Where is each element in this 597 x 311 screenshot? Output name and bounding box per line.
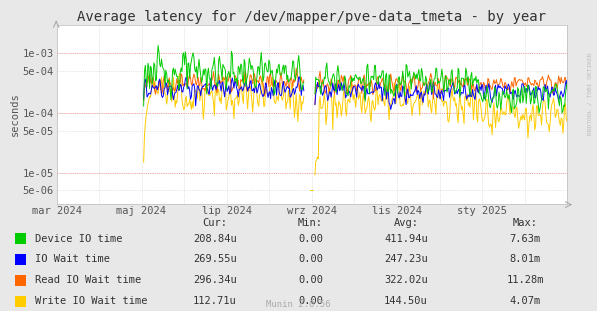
Text: Device IO time: Device IO time — [35, 234, 122, 244]
Y-axis label: seconds: seconds — [10, 92, 20, 136]
Text: Write IO Wait time: Write IO Wait time — [35, 296, 147, 306]
Text: 0.00: 0.00 — [298, 234, 323, 244]
Text: RRDTOOL / TOBI OETIKER: RRDTOOL / TOBI OETIKER — [588, 52, 593, 135]
Text: 0.00: 0.00 — [298, 254, 323, 264]
Text: Avg:: Avg: — [393, 218, 418, 228]
Text: 112.71u: 112.71u — [193, 296, 237, 306]
Text: Min:: Min: — [298, 218, 323, 228]
Text: Munin 2.0.56: Munin 2.0.56 — [266, 300, 331, 309]
FancyBboxPatch shape — [15, 254, 26, 265]
FancyBboxPatch shape — [15, 296, 26, 307]
Title: Average latency for /dev/mapper/pve-data_tmeta - by year: Average latency for /dev/mapper/pve-data… — [78, 10, 546, 24]
Text: Max:: Max: — [513, 218, 538, 228]
Text: Read IO Wait time: Read IO Wait time — [35, 276, 141, 285]
Text: 8.01m: 8.01m — [510, 254, 541, 264]
Text: 296.34u: 296.34u — [193, 276, 237, 285]
Text: 208.84u: 208.84u — [193, 234, 237, 244]
Text: 0.00: 0.00 — [298, 296, 323, 306]
Text: IO Wait time: IO Wait time — [35, 254, 110, 264]
Text: 0.00: 0.00 — [298, 276, 323, 285]
Text: Cur:: Cur: — [202, 218, 227, 228]
Text: 4.07m: 4.07m — [510, 296, 541, 306]
Text: 7.63m: 7.63m — [510, 234, 541, 244]
FancyBboxPatch shape — [15, 275, 26, 286]
Text: 144.50u: 144.50u — [384, 296, 428, 306]
Text: 11.28m: 11.28m — [507, 276, 544, 285]
Text: 269.55u: 269.55u — [193, 254, 237, 264]
FancyBboxPatch shape — [15, 233, 26, 244]
Text: 322.02u: 322.02u — [384, 276, 428, 285]
Text: 247.23u: 247.23u — [384, 254, 428, 264]
Text: 411.94u: 411.94u — [384, 234, 428, 244]
